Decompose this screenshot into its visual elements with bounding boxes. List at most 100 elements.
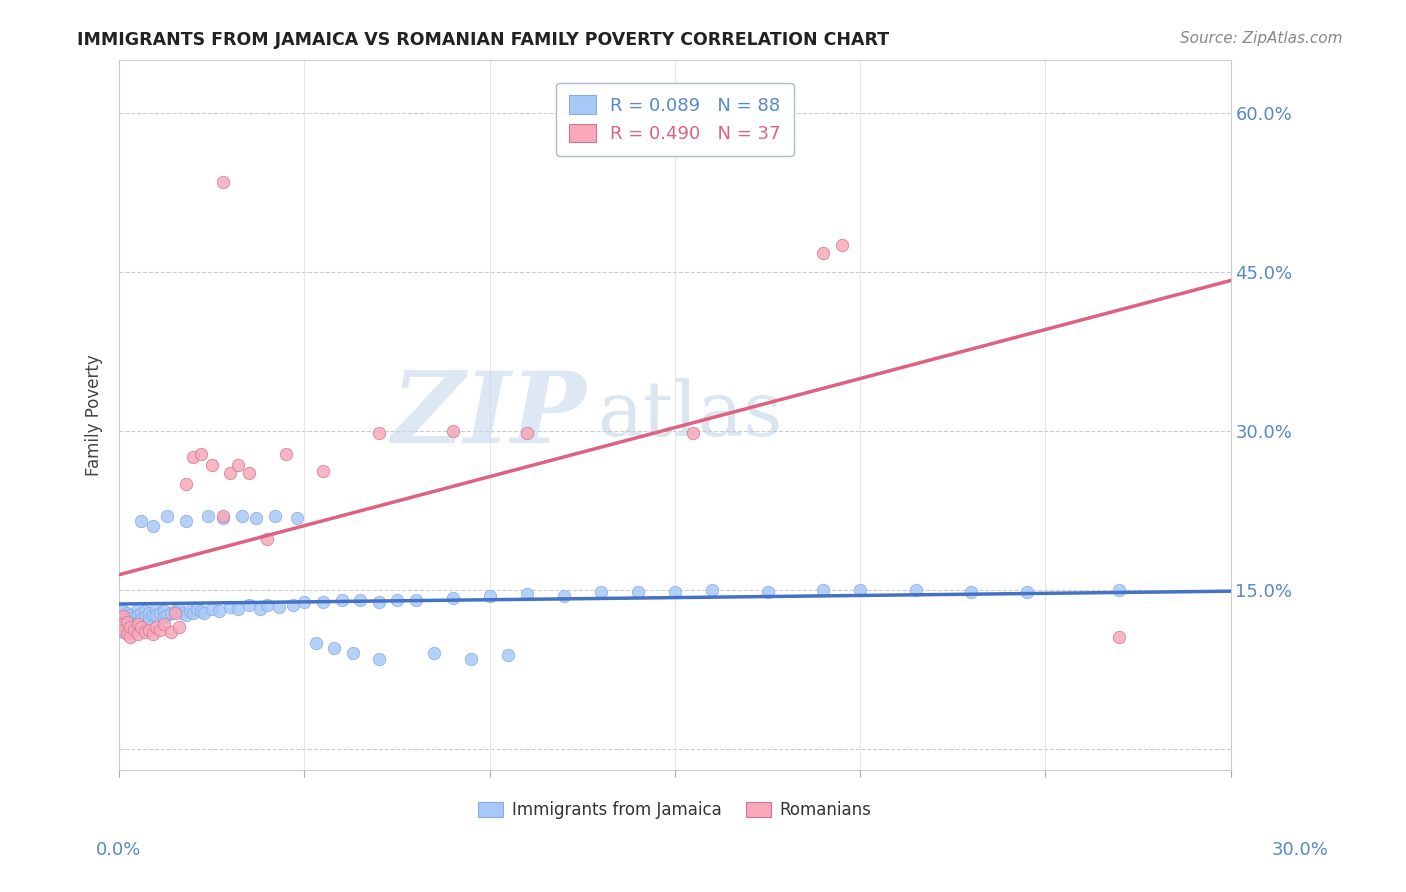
Point <box>256 598 278 612</box>
Point <box>441 591 464 606</box>
Point <box>145 602 167 616</box>
Point <box>285 510 308 524</box>
Point <box>111 625 134 640</box>
Point <box>111 609 134 624</box>
Point <box>127 627 149 641</box>
Point <box>208 604 231 618</box>
Point <box>138 606 160 620</box>
Point <box>142 608 165 623</box>
Point <box>960 585 983 599</box>
Point <box>127 616 149 631</box>
Point <box>120 631 142 645</box>
Point <box>134 625 156 640</box>
Point <box>142 519 165 533</box>
Point <box>294 595 316 609</box>
Text: IMMIGRANTS FROM JAMAICA VS ROMANIAN FAMILY POVERTY CORRELATION CHART: IMMIGRANTS FROM JAMAICA VS ROMANIAN FAMI… <box>77 31 890 49</box>
Point <box>312 595 335 609</box>
Point <box>163 606 186 620</box>
Point <box>1108 582 1130 597</box>
Point <box>111 620 134 634</box>
Point <box>111 609 134 624</box>
Point <box>405 593 427 607</box>
Point <box>516 425 538 440</box>
Point <box>174 476 197 491</box>
Point <box>367 651 389 665</box>
Point <box>238 466 260 480</box>
Point <box>115 616 138 631</box>
Point <box>152 610 174 624</box>
Point <box>120 620 142 634</box>
Point <box>664 585 686 599</box>
Point <box>312 464 335 478</box>
Point <box>167 602 190 616</box>
Point <box>212 510 235 524</box>
Point <box>138 612 160 626</box>
Point <box>589 585 612 599</box>
Point <box>111 616 134 631</box>
Point <box>111 623 134 637</box>
Point <box>172 606 194 620</box>
Point <box>904 582 927 597</box>
Point <box>367 425 389 440</box>
Point <box>163 604 186 618</box>
Point <box>553 589 575 603</box>
Point <box>127 608 149 623</box>
Point <box>111 604 134 618</box>
Point <box>115 623 138 637</box>
Point <box>160 606 183 620</box>
Point <box>149 623 172 637</box>
Point <box>145 620 167 634</box>
Point <box>138 623 160 637</box>
Point <box>156 608 179 623</box>
Point <box>1015 585 1038 599</box>
Point <box>226 458 249 472</box>
Point <box>831 238 853 252</box>
Point <box>249 602 271 616</box>
Point <box>460 651 482 665</box>
Point <box>423 646 446 660</box>
Point <box>283 598 305 612</box>
Point <box>197 508 219 523</box>
Point <box>756 585 779 599</box>
Point <box>149 606 172 620</box>
Point <box>201 458 224 472</box>
Point <box>120 608 142 623</box>
Point <box>183 606 205 620</box>
Point <box>274 447 297 461</box>
Point <box>256 532 278 546</box>
Point <box>183 450 205 465</box>
Point <box>174 514 197 528</box>
Point <box>131 606 153 620</box>
Point <box>152 616 174 631</box>
Point <box>190 447 212 461</box>
Point <box>167 620 190 634</box>
Point <box>212 508 235 523</box>
Point <box>115 627 138 641</box>
Point <box>115 612 138 626</box>
Point <box>385 593 408 607</box>
Text: ZIP: ZIP <box>391 367 586 463</box>
Point <box>122 616 145 631</box>
Point <box>111 615 134 629</box>
Point <box>367 595 389 609</box>
Point <box>134 610 156 624</box>
Point <box>142 627 165 641</box>
Point <box>682 425 704 440</box>
Point <box>131 612 153 626</box>
Point <box>134 604 156 618</box>
Point <box>219 599 242 614</box>
Point <box>496 648 519 663</box>
Y-axis label: Family Poverty: Family Poverty <box>86 354 103 475</box>
Point <box>131 620 153 634</box>
Point <box>226 602 249 616</box>
Point <box>179 604 201 618</box>
Point <box>201 602 224 616</box>
Point <box>231 508 253 523</box>
Point <box>267 599 290 614</box>
Point <box>516 587 538 601</box>
Point <box>627 585 650 599</box>
Point <box>441 424 464 438</box>
Point <box>160 625 183 640</box>
Point <box>349 593 371 607</box>
Point <box>323 641 346 656</box>
